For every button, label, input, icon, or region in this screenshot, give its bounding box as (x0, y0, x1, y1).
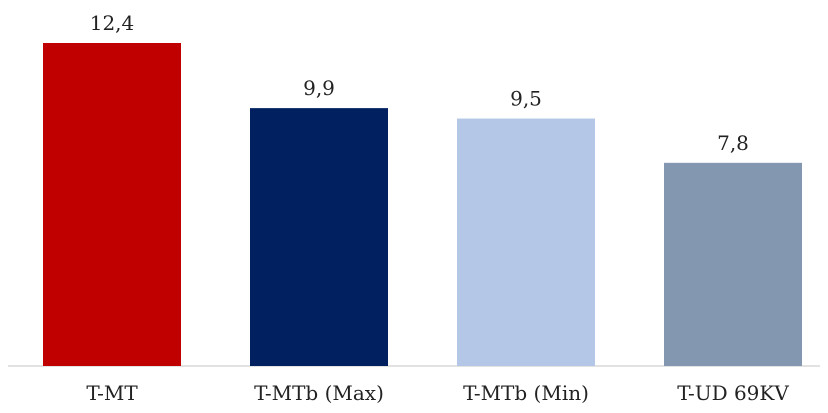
value-label-1: 9,9 (303, 76, 335, 100)
bar-2 (457, 118, 595, 367)
bar-0 (43, 43, 181, 366)
value-labels-group: 12,4 9,9 9,5 7,8 (90, 11, 749, 155)
category-labels-group: T-MT T-MTb (Max) T-MTb (Min) T-UD 69KV (86, 381, 789, 405)
category-label-3: T-UD 69KV (677, 381, 789, 405)
bar-3 (664, 162, 802, 366)
category-label-2: T-MTb (Min) (463, 381, 589, 405)
bar-1 (250, 108, 388, 366)
category-label-1: T-MTb (Max) (254, 381, 384, 405)
value-label-3: 7,8 (717, 131, 749, 155)
value-label-2: 9,5 (510, 87, 542, 111)
bars-group (43, 43, 802, 367)
value-label-0: 12,4 (90, 11, 135, 35)
category-label-0: T-MT (86, 381, 138, 405)
